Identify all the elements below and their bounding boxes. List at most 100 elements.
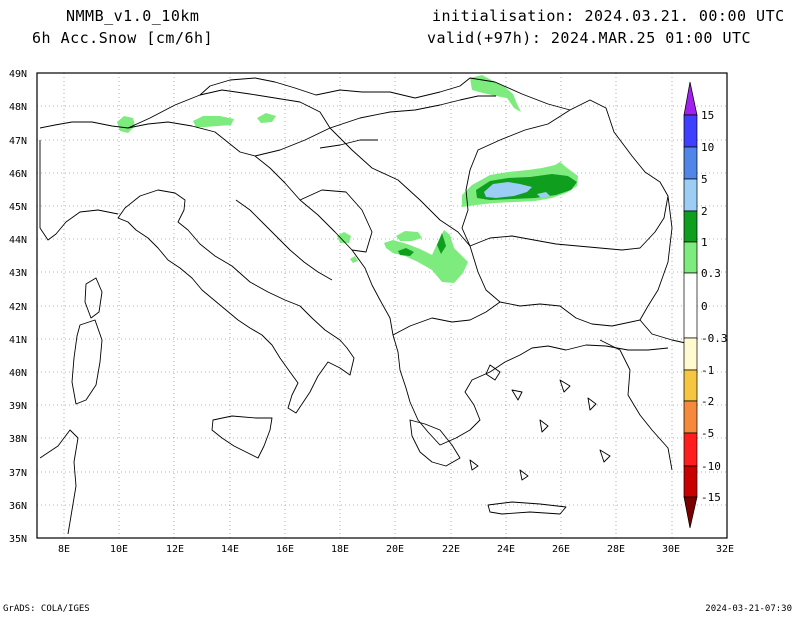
lon-label: 12E: [166, 544, 184, 555]
snow-area-serbia-north: [396, 231, 422, 241]
colorbar-label: 0.3: [701, 267, 721, 280]
model-title: NMMB_v1.0_10km: [66, 7, 200, 25]
north-macedonia-border: [392, 301, 501, 336]
colorbar-swatch-0: [683, 272, 698, 339]
colorbar-swatch-neg1: [683, 369, 698, 402]
colorbar-label: 5: [701, 173, 708, 186]
colorbar-swatch-neg5: [683, 432, 698, 467]
sardinia: [71, 319, 103, 405]
snow-area-northern-romania: [470, 75, 521, 112]
lon-label: 28E: [607, 544, 625, 555]
colorbar-swatch-15: [683, 114, 698, 148]
bosnia-border: [299, 189, 373, 253]
corsica: [84, 277, 103, 319]
colorbar-label: 2: [701, 205, 708, 218]
generation-timestamp: 2024-03-21-07:30: [705, 604, 792, 614]
sicily: [211, 415, 273, 459]
colorbar-label: -2: [701, 395, 714, 408]
valid-time: valid(+97h): 2024.MAR.25 01:00 UTC: [427, 29, 752, 47]
snow-area-serbia-2cm-b: [437, 233, 446, 254]
lat-label: 36N: [9, 501, 27, 512]
colorbar-swatch-10: [683, 146, 698, 180]
colorbar-label: -5: [701, 427, 714, 440]
snow-area-alps-central: [193, 116, 234, 127]
colorbar-label: -15: [701, 491, 721, 504]
colorbar-bottom-triangle: [683, 496, 698, 529]
lon-label: 18E: [331, 544, 349, 555]
latitude-labels: 49N 48N 47N 46N 45N 44N 43N 42N 41N 40N …: [9, 69, 27, 545]
snow-area-bosnia: [350, 256, 358, 263]
france-mainland: [39, 140, 119, 241]
serbia-border: [329, 127, 471, 247]
crete: [487, 501, 567, 515]
lon-label: 32E: [716, 544, 734, 555]
coastlines-and-borders: [39, 77, 691, 535]
map-frame: [36, 72, 728, 539]
variable-title: 6h Acc.Snow [cm/6h]: [32, 29, 214, 47]
italy-adriatic-coast: [117, 189, 355, 414]
lat-label: 45N: [9, 202, 27, 213]
colorbar-swatch-neg2: [683, 400, 698, 434]
lat-label: 42N: [9, 302, 27, 313]
colorbar-top-triangle: [683, 81, 698, 116]
czech-border: [199, 77, 416, 99]
lat-label: 39N: [9, 401, 27, 412]
balkan-coast: [254, 155, 669, 446]
lat-label: 43N: [9, 268, 27, 279]
initialisation-time: initialisation: 2024.03.21. 00:00 UTC: [432, 7, 785, 25]
snow-shading: [117, 75, 578, 283]
lat-label: 35N: [9, 534, 27, 545]
colorbar-label: 10: [701, 141, 714, 154]
colorbar-swatch-2: [683, 210, 698, 243]
colorbar-label: 1: [701, 236, 708, 249]
danube-river: [319, 139, 378, 149]
ukraine-moldova-border: [414, 77, 571, 111]
hungary-border: [254, 95, 496, 157]
lat-label: 41N: [9, 335, 27, 346]
bulgaria-border: [469, 245, 641, 327]
lon-label: 26E: [552, 544, 570, 555]
lon-label: 22E: [442, 544, 460, 555]
black-sea-coast: [639, 195, 691, 345]
lon-label: 24E: [497, 544, 515, 555]
tunisia-coast: [39, 429, 79, 535]
lon-label: 30E: [662, 544, 680, 555]
grid-lines: [37, 73, 727, 538]
colorbar-swatch-neg10: [683, 465, 698, 498]
lat-label: 37N: [9, 468, 27, 479]
croatia-islands: [235, 199, 333, 281]
peloponnese: [409, 419, 461, 467]
lat-label: 49N: [9, 69, 27, 80]
romania-border: [461, 99, 669, 251]
snow-area-alps-east: [257, 113, 276, 123]
lon-label: 16E: [276, 544, 294, 555]
lon-label: 14E: [221, 544, 239, 555]
snow-area-serbia-south: [384, 230, 468, 283]
lon-label: 8E: [58, 544, 70, 555]
snow-area-carpathians-5cm: [484, 182, 532, 198]
aegean-islands: [469, 364, 611, 481]
snow-area-serbia-west: [337, 232, 351, 243]
longitude-labels: 8E 10E 12E 14E 16E 18E 20E 22E 24E 26E 2…: [58, 544, 734, 555]
turkey-coast: [599, 339, 673, 471]
lat-label: 46N: [9, 169, 27, 180]
lat-label: 38N: [9, 434, 27, 445]
italy-north-border: [39, 121, 256, 157]
snow-area-alps-west: [117, 116, 135, 133]
lat-label: 48N: [9, 102, 27, 113]
lat-label: 40N: [9, 368, 27, 379]
lon-label: 20E: [386, 544, 404, 555]
lon-label: 10E: [110, 544, 128, 555]
lat-label: 44N: [9, 235, 27, 246]
colorbar-label: -10: [701, 460, 721, 473]
lat-label: 47N: [9, 136, 27, 147]
colorbar-label: -1: [701, 364, 714, 377]
colorbar-label: 0: [701, 300, 708, 313]
colorbar-swatch-5: [683, 178, 698, 212]
colorbar-label: 15: [701, 109, 714, 122]
colorbar-swatch-neg03: [683, 337, 698, 371]
snow-area-serbia-2cm-a: [398, 248, 414, 256]
colorbar-swatch-1: [683, 241, 698, 274]
colorbar: 15 10 5 2 1 0.3 0 -0.3 -1 -2 -5 -10 -15: [683, 81, 728, 529]
